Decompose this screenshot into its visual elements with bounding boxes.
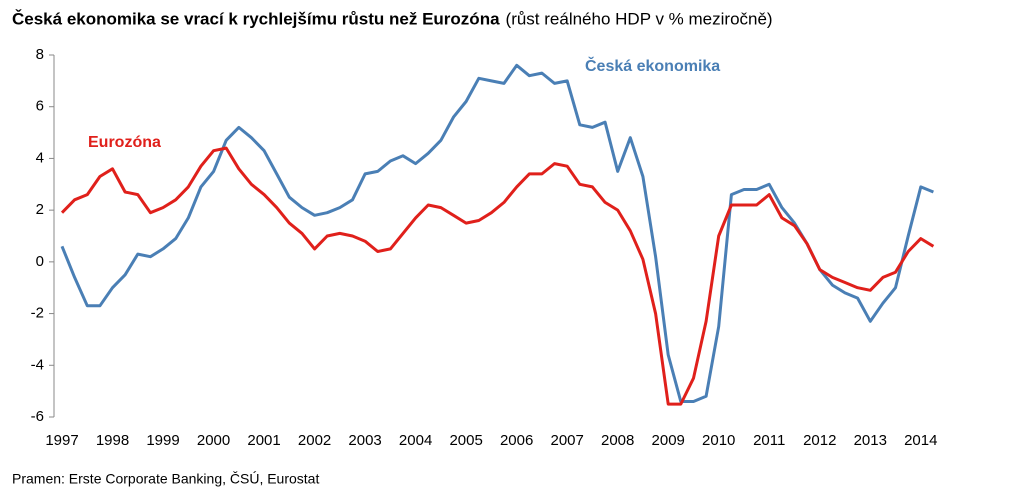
series-line <box>60 63 934 403</box>
chart-title: Česká ekonomika se vrací k rychlejšímu r… <box>12 9 500 28</box>
x-tick-label: 2001 <box>247 432 280 449</box>
x-tick-label: 2009 <box>652 432 685 449</box>
y-tick-label: 0 <box>36 253 44 270</box>
x-tick-label: 2004 <box>399 432 432 449</box>
y-tick-label: 2 <box>36 201 44 218</box>
x-tick-label: 2010 <box>702 432 735 449</box>
series-line <box>60 146 935 406</box>
x-tick-label: 2014 <box>904 432 937 449</box>
series-label: Eurozóna <box>88 134 161 151</box>
y-tick-label: 6 <box>36 98 44 115</box>
x-tick-label: 1998 <box>96 432 129 449</box>
x-tick-label: 2012 <box>803 432 836 449</box>
series-label: Česká ekonomika <box>585 56 720 75</box>
chart-subtitle: (růst reálného HDP v % meziročně) <box>506 9 773 28</box>
x-tick-label: 1997 <box>45 432 78 449</box>
x-tick-label: 2000 <box>197 432 230 449</box>
x-tick-label: 2013 <box>854 432 887 449</box>
x-tick-label: 1999 <box>146 432 179 449</box>
x-tick-label: 2008 <box>601 432 634 449</box>
y-tick-label: -2 <box>31 305 44 322</box>
y-tick-label: 8 <box>36 46 44 63</box>
x-tick-label: 2005 <box>449 432 482 449</box>
y-tick-label: 4 <box>36 149 44 166</box>
x-tick-label: 2011 <box>753 432 785 449</box>
x-tick-label: 2003 <box>348 432 381 449</box>
x-tick-label: 2007 <box>550 432 583 449</box>
source-note: Pramen: Erste Corporate Banking, ČSÚ, Eu… <box>12 471 319 487</box>
x-tick-label: 2006 <box>500 432 533 449</box>
y-tick-label: -4 <box>31 356 44 373</box>
y-tick-label: -6 <box>31 408 44 425</box>
x-tick-label: 2002 <box>298 432 331 449</box>
